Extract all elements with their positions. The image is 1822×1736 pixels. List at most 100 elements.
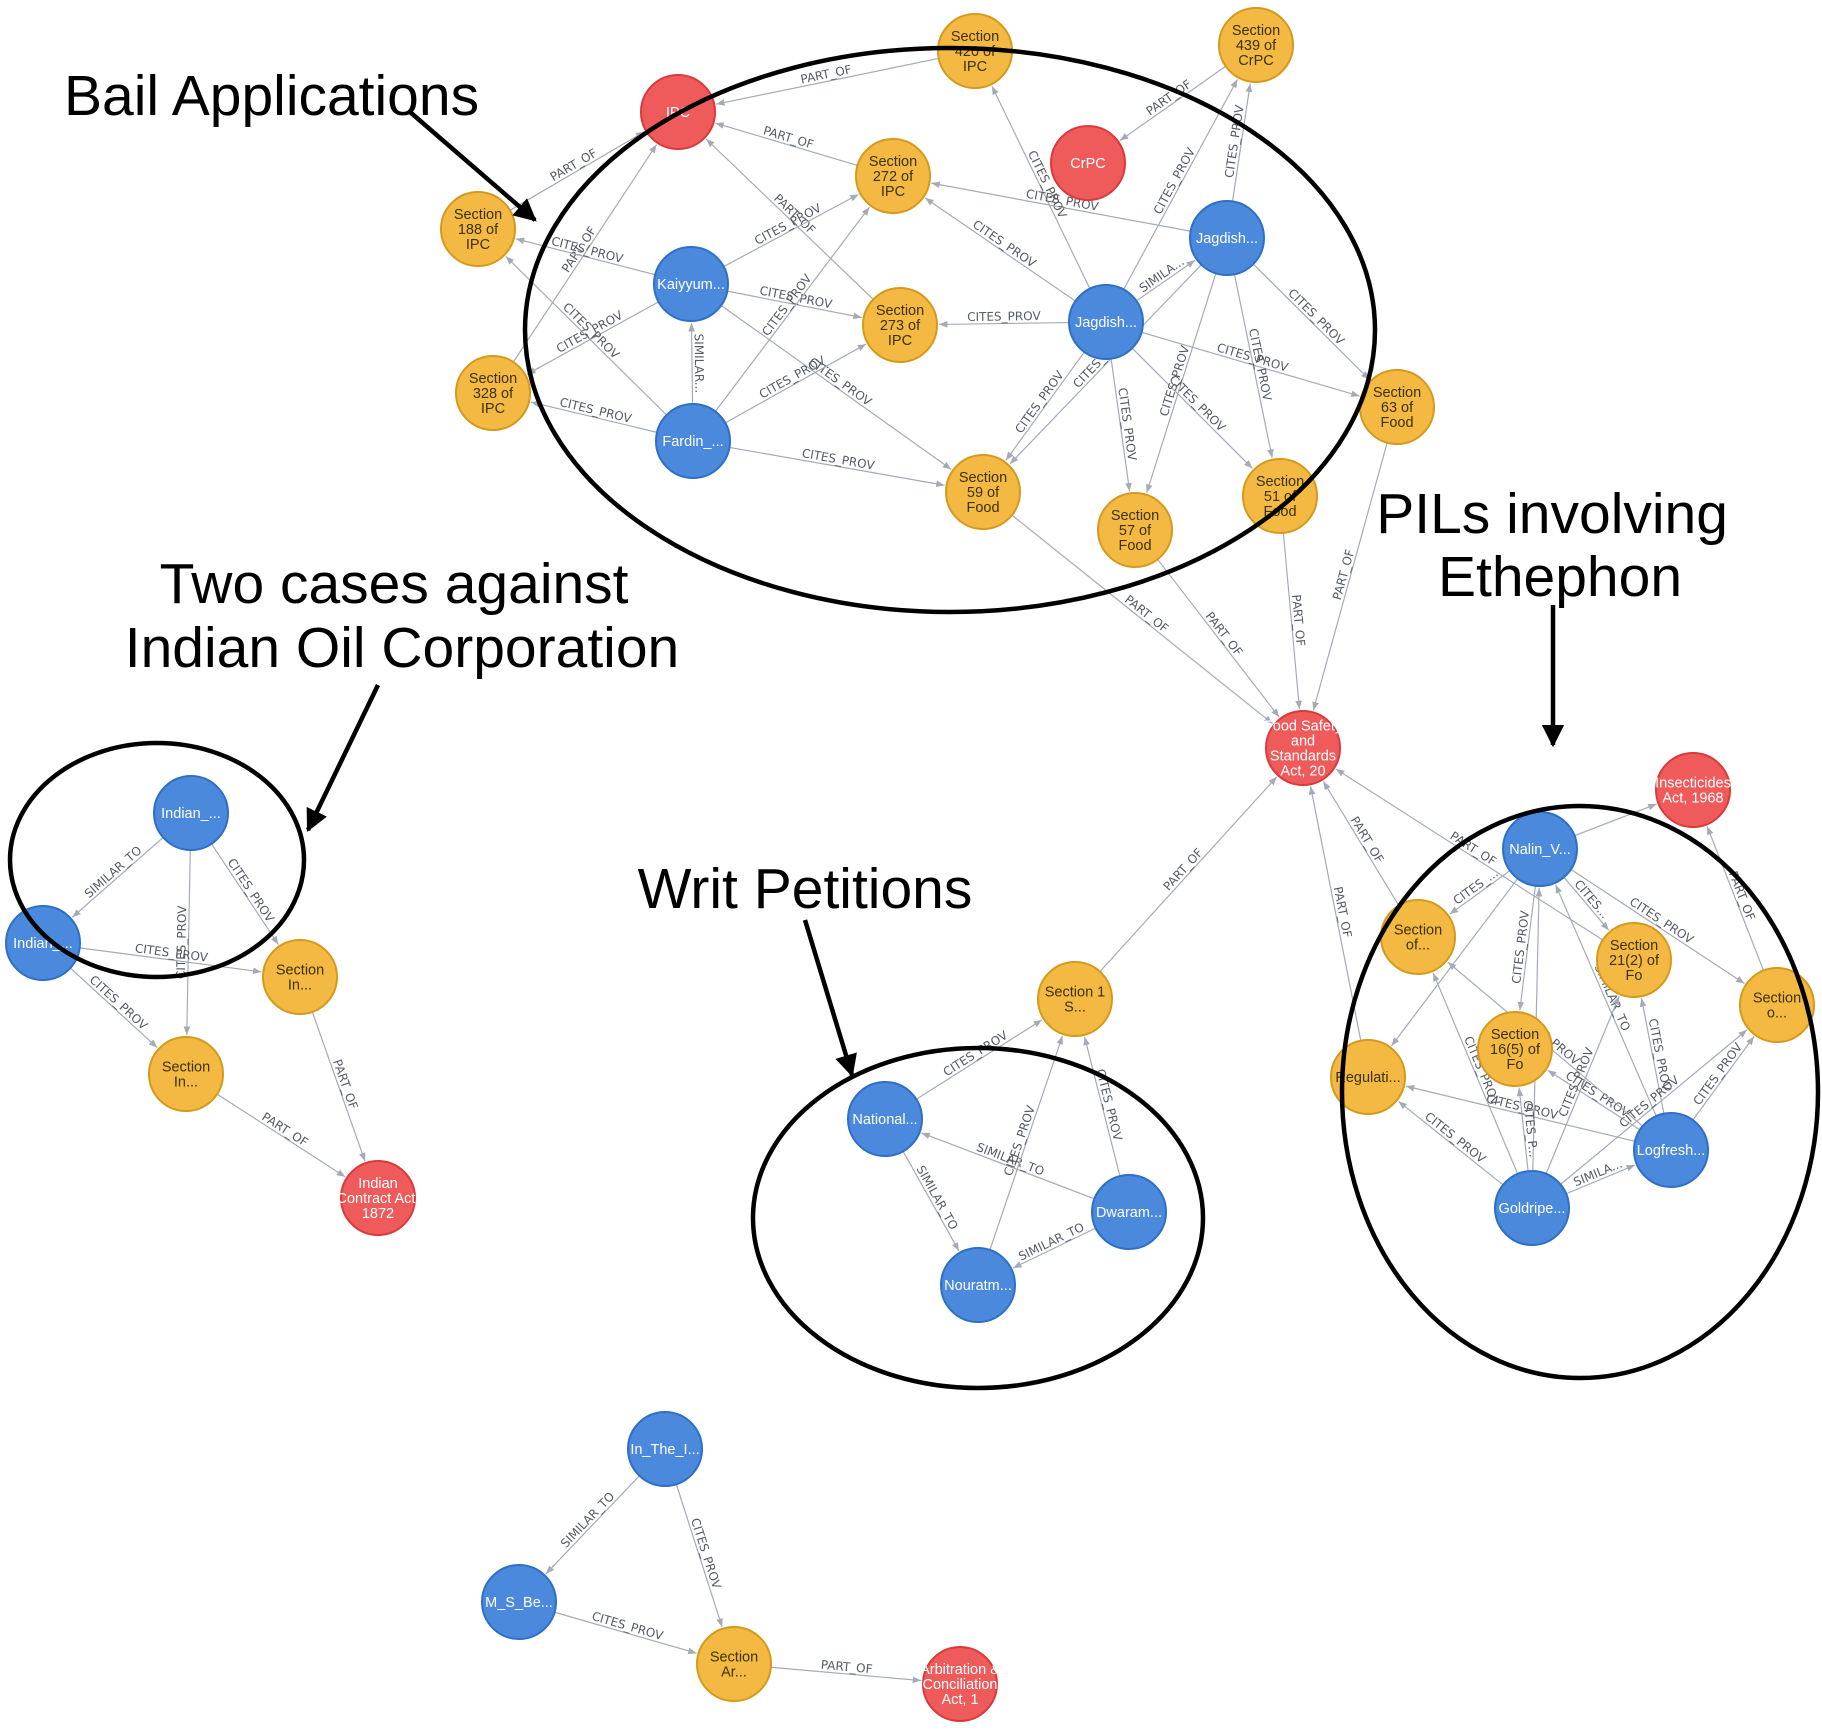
case-node-circle[interactable] — [1189, 200, 1265, 276]
node-sec_o[interactable]: Section o... — [1739, 967, 1815, 1043]
graph-edge: CITES_PROV — [1690, 1036, 1755, 1121]
node-crpc[interactable]: CrPC — [1050, 125, 1126, 201]
provision-node-circle[interactable] — [945, 454, 1021, 530]
provision-node-circle[interactable] — [440, 191, 516, 267]
node-fard[interactable]: Fardin_... — [655, 403, 731, 479]
node-label-line: Section — [1610, 938, 1658, 954]
node-gold[interactable]: Goldripe... — [1494, 1170, 1570, 1246]
node-label-line: Nalin_V... — [1509, 842, 1571, 858]
case-node-circle[interactable] — [627, 1411, 703, 1487]
node-ind2[interactable]: Indian_... — [5, 905, 81, 981]
node-secof[interactable]: Section of... — [1380, 899, 1456, 975]
act-node-circle[interactable] — [340, 1160, 416, 1236]
provision-node-circle[interactable] — [862, 287, 938, 363]
edge-label: PART_OF — [1331, 885, 1355, 939]
case-node-circle[interactable] — [153, 775, 229, 851]
node-s273[interactable]: Section 273 of IPC — [862, 287, 938, 363]
node-label-line: Regulati... — [1335, 1070, 1400, 1086]
bail-applications-pointer — [408, 110, 537, 222]
node-fssa[interactable]: Food Safety and Standards Act, 20 — [1264, 710, 1343, 786]
case-node-circle[interactable] — [847, 1081, 923, 1157]
edge-line — [1405, 1084, 1636, 1142]
graph-edge: PART_OF — [715, 122, 858, 167]
node-dwar[interactable]: Dwaram... — [1091, 1174, 1167, 1250]
case-node-circle[interactable] — [653, 246, 729, 322]
node-jag1[interactable]: Jagdish... — [1189, 200, 1265, 276]
node-secAr[interactable]: Section Ar... — [696, 1626, 772, 1702]
provision-node-circle[interactable] — [1739, 967, 1815, 1043]
edge-line — [915, 1019, 1043, 1100]
provision-node-circle[interactable] — [696, 1626, 772, 1702]
edge-label: PART_OF — [330, 1057, 360, 1111]
node-nour[interactable]: Nouratm... — [940, 1247, 1016, 1323]
case-node-circle[interactable] — [1091, 1174, 1167, 1250]
node-secIn1[interactable]: Section In... — [262, 939, 338, 1015]
case-node-label: Kaiyyum... — [657, 277, 725, 293]
node-label-line: Ar... — [721, 1665, 747, 1681]
provision-node-circle[interactable] — [1218, 7, 1294, 83]
node-inthe[interactable]: In_The_I... — [627, 1411, 703, 1487]
provision-node-circle[interactable] — [262, 939, 338, 1015]
indian-oil-pointer — [305, 684, 381, 833]
node-ind1[interactable]: Indian_... — [153, 775, 229, 851]
node-label-line: 273 of — [880, 318, 921, 334]
node-label-line: S... — [1064, 1000, 1086, 1016]
case-node-circle[interactable] — [940, 1247, 1016, 1323]
node-s21[interactable]: Section 21(2) of Fo — [1596, 922, 1672, 998]
act-node-circle[interactable] — [1265, 710, 1341, 786]
provision-node-circle[interactable] — [1330, 1039, 1406, 1115]
node-s59[interactable]: Section 59 of Food — [945, 454, 1021, 530]
case-node-circle[interactable] — [1633, 1112, 1709, 1188]
edge-line — [1231, 83, 1253, 202]
edge-line — [526, 301, 659, 375]
node-label-line: 1872 — [362, 1206, 394, 1222]
edge-line — [1119, 65, 1227, 142]
case-node-circle[interactable] — [5, 905, 81, 981]
node-natl[interactable]: National... — [847, 1081, 923, 1157]
edge-line — [1252, 263, 1370, 380]
node-s63[interactable]: Section 63 of Food — [1359, 369, 1435, 445]
case-node-circle[interactable] — [481, 1564, 557, 1640]
node-s439[interactable]: Section 439 of CrPC — [1218, 7, 1294, 83]
edge-label: CITES_PROV — [757, 353, 829, 402]
provision-node-circle[interactable] — [855, 138, 931, 214]
edge-label: CITES_PROV — [1157, 343, 1193, 418]
node-label-line: Section — [454, 207, 502, 223]
provision-node-label: Section 328 of IPC — [469, 371, 517, 417]
case-node-circle[interactable] — [655, 403, 731, 479]
node-s328[interactable]: Section 328 of IPC — [455, 355, 531, 431]
act-node-circle[interactable] — [1655, 752, 1731, 828]
node-ica[interactable]: Indian Contract Act, 1872 — [336, 1160, 420, 1236]
node-regul[interactable]: Regulati... — [1330, 1039, 1406, 1115]
provision-node-circle[interactable] — [455, 355, 531, 431]
provision-node-circle[interactable] — [1097, 492, 1173, 568]
node-s51[interactable]: Section 51 of Food — [1242, 458, 1318, 534]
node-nalin[interactable]: Nalin_V... — [1502, 811, 1578, 887]
node-kaiy[interactable]: Kaiyyum... — [653, 246, 729, 322]
node-arb[interactable]: Arbitration & Conciliation Act, 1 — [920, 1646, 1000, 1722]
provision-node-circle[interactable] — [148, 1036, 224, 1112]
provision-node-circle[interactable] — [1037, 961, 1113, 1037]
provision-node-circle[interactable] — [1242, 458, 1318, 534]
node-s1[interactable]: Section 1 S... — [1037, 961, 1113, 1037]
edge-line — [991, 85, 1091, 289]
act-node-circle[interactable] — [1050, 125, 1126, 201]
graph-edge: CITES_PROV — [554, 1609, 697, 1655]
case-node-circle[interactable] — [1494, 1170, 1570, 1246]
provision-node-circle[interactable] — [1477, 1011, 1553, 1087]
node-jag2[interactable]: Jagdish... — [1068, 284, 1144, 360]
graph-edge: CITES_PROV — [1509, 885, 1537, 1011]
node-secIn2[interactable]: Section In... — [148, 1036, 224, 1112]
node-s57[interactable]: Section 57 of Food — [1097, 492, 1173, 568]
node-insect[interactable]: Insecticides Act, 1968 — [1655, 752, 1731, 828]
act-node-circle[interactable] — [922, 1646, 998, 1722]
case-node-circle[interactable] — [1068, 284, 1144, 360]
node-s188[interactable]: Section 188 of IPC — [440, 191, 516, 267]
node-s272[interactable]: Section 272 of IPC — [855, 138, 931, 214]
node-logf[interactable]: Logfresh... — [1633, 1112, 1709, 1188]
node-msbe[interactable]: M_S_Be... — [481, 1564, 557, 1640]
edge-label: PART_OF — [1161, 846, 1206, 894]
node-label-line: Dwaram... — [1096, 1205, 1162, 1221]
node-s16[interactable]: Section 16(5) of Fo — [1477, 1011, 1553, 1087]
provision-node-circle[interactable] — [1596, 922, 1672, 998]
